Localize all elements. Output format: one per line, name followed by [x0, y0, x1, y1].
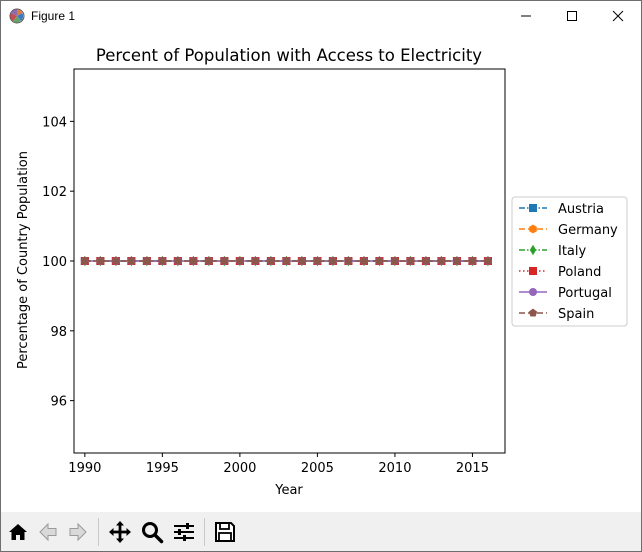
legend-label: Poland — [558, 265, 601, 280]
chart-title: Percent of Population with Access to Ele… — [96, 46, 482, 65]
forward-arrow-icon — [69, 522, 87, 542]
legend: Austria Germany Italy Poland Portugal Spain — [511, 196, 628, 327]
window-title: Figure 1 — [31, 9, 76, 23]
legend-entry: Portugal — [519, 286, 612, 301]
x-tick-label: 2010 — [378, 461, 411, 476]
legend-entry: Spain — [519, 307, 594, 322]
navigation-toolbar — [1, 512, 641, 551]
x-tick-label: 1995 — [146, 461, 179, 476]
save-icon — [215, 522, 235, 542]
x-tick-label: 2005 — [301, 461, 334, 476]
line-chart: Percent of Population with Access to Ele… — [16, 46, 628, 498]
legend-label: Portugal — [558, 286, 612, 301]
legend-marker — [529, 267, 537, 275]
data-point — [297, 256, 307, 265]
data-point — [235, 256, 245, 265]
sliders-icon — [174, 523, 194, 541]
data-point — [344, 256, 353, 265]
legend-entry: Poland — [519, 265, 601, 280]
data-point — [189, 256, 198, 265]
data-point — [158, 256, 167, 265]
data-point — [142, 256, 152, 265]
pan-button[interactable] — [106, 518, 134, 546]
home-icon — [9, 524, 27, 540]
toolbar-separator — [98, 518, 99, 546]
data-point — [375, 256, 384, 265]
close-button[interactable] — [595, 1, 641, 31]
legend-entry: Austria — [519, 202, 604, 217]
data-point — [173, 256, 183, 265]
x-tick-label: 1990 — [68, 461, 101, 476]
y-tick-label: 96 — [50, 395, 67, 410]
title-bar[interactable]: Figure 1 — [1, 1, 641, 31]
zoom-icon — [142, 522, 164, 544]
y-axis-label: Percentage of Country Population — [16, 151, 31, 369]
data-point — [328, 256, 338, 265]
legend-marker — [529, 288, 537, 296]
toolbar-separator — [204, 518, 205, 546]
configure-subplots-button[interactable] — [170, 518, 198, 546]
data-point — [359, 256, 369, 265]
y-tick-label: 98 — [50, 325, 67, 340]
x-axis-label: Year — [274, 483, 303, 498]
legend-label: Italy — [558, 244, 587, 259]
data-point — [282, 256, 291, 265]
legend-marker — [529, 244, 537, 256]
minimize-button[interactable] — [503, 1, 549, 31]
series-spain — [80, 256, 493, 265]
data-point — [390, 256, 400, 265]
data-point — [468, 256, 477, 265]
pan-icon — [109, 521, 131, 543]
y-tick-label: 102 — [42, 185, 67, 200]
zoom-button[interactable] — [138, 518, 166, 546]
legend-label: Spain — [558, 307, 594, 322]
legend-label: Germany — [558, 223, 618, 238]
y-axis-ticks: 96 98 100 102 104 — [42, 115, 74, 410]
data-point — [452, 256, 462, 265]
legend-entry: Germany — [519, 223, 618, 238]
y-tick-label: 100 — [42, 255, 67, 270]
data-point — [266, 256, 276, 265]
data-point — [111, 256, 121, 265]
legend-label: Austria — [558, 202, 604, 217]
data-point — [421, 256, 431, 265]
legend-marker — [528, 308, 538, 317]
data-point — [251, 256, 260, 265]
x-tick-label: 2015 — [456, 461, 489, 476]
x-tick-label: 2000 — [223, 461, 256, 476]
data-point — [204, 256, 214, 265]
data-point — [483, 256, 493, 265]
data-point — [96, 256, 105, 265]
legend-entry: Italy — [519, 244, 587, 259]
back-arrow-icon — [39, 522, 57, 542]
save-button[interactable] — [211, 518, 239, 546]
data-point — [437, 256, 446, 265]
legend-marker — [529, 204, 537, 212]
figure-canvas[interactable]: Percent of Population with Access to Ele… — [1, 31, 641, 511]
data-point — [80, 256, 90, 265]
legend-marker — [529, 224, 537, 234]
close-icon — [612, 10, 624, 22]
data-point — [220, 256, 229, 265]
minimize-icon — [521, 15, 531, 17]
back-button[interactable] — [34, 518, 62, 546]
y-tick-label: 104 — [42, 115, 67, 130]
home-button[interactable] — [4, 518, 32, 546]
maximize-icon — [567, 11, 577, 21]
data-point — [406, 256, 415, 265]
forward-button[interactable] — [64, 518, 92, 546]
maximize-button[interactable] — [549, 1, 595, 31]
x-axis-ticks: 1990 1995 2000 2005 2010 2015 — [68, 453, 489, 476]
plot-area — [73, 68, 506, 454]
matplotlib-logo-icon — [9, 8, 25, 24]
data-point — [313, 256, 322, 265]
data-point — [127, 256, 136, 265]
